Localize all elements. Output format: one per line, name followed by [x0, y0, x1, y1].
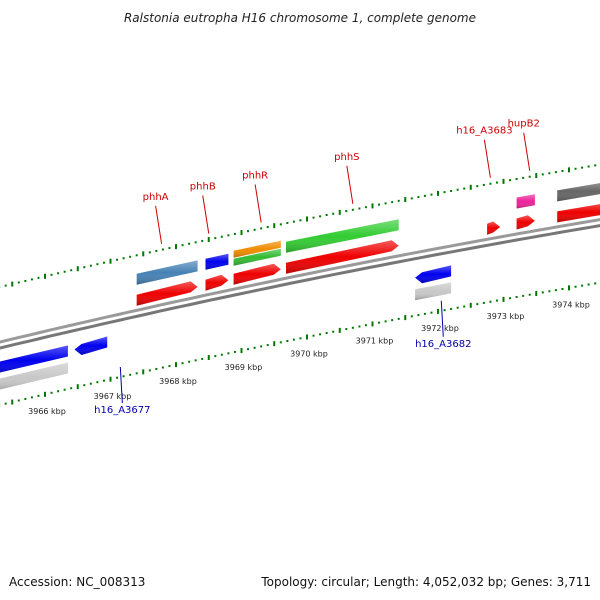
gene-label: h16_A3677 — [94, 405, 150, 416]
gene-label-leader — [155, 205, 163, 244]
accession-text: Accession: NC_008313 — [9, 575, 146, 589]
gene-label-leader — [119, 366, 123, 404]
gene-label: phhR — [242, 170, 268, 181]
tick-layer: 3966 kbp 3967 kbp 3968 kbp 3969 kbp 3970 kbp… — [0, 164, 597, 416]
ruler-label: 3971 kbp — [356, 337, 394, 346]
gene-label-leader — [523, 132, 531, 171]
h16_A3682-cds-shade — [415, 265, 452, 284]
phhS-gene-shade — [286, 219, 399, 253]
gene-label-leader — [483, 139, 491, 178]
phhA-cds-shade — [136, 281, 198, 306]
ruler-label: 3974 kbp — [552, 301, 590, 310]
gene-label-leader — [440, 300, 444, 337]
topology-text: Topology: circular; Length: 4,052,032 bp… — [261, 575, 591, 589]
hupB2-gene-shade — [516, 194, 535, 209]
ruler-label: 3968 kbp — [159, 377, 197, 386]
gene-label-leader — [202, 195, 210, 234]
backbone-layer — [0, 218, 600, 350]
phhR-gene-green-shade — [233, 248, 281, 266]
gene-label: h16_A3683 — [456, 126, 512, 137]
left-minus-gene-shade — [0, 362, 68, 390]
phhB-cds-shade — [205, 274, 229, 291]
ruler-label: 3973 kbp — [487, 312, 525, 321]
feature-layer — [0, 183, 600, 390]
h16_A3677-cds-shade — [74, 336, 108, 355]
backbone-band — [0, 224, 600, 350]
right-cds-shade — [557, 204, 600, 223]
ruler-label: 3969 kbp — [225, 363, 263, 372]
right-gene-shade — [557, 183, 600, 202]
hupB2-cds-shade — [516, 215, 535, 230]
ruler-label: 3966 kbp — [28, 407, 66, 416]
h16_A3683-cds-shade — [487, 221, 501, 235]
ruler-label: 3972 kbp — [421, 324, 459, 333]
gene-label: phhS — [334, 152, 359, 163]
map-title: Ralstonia eutropha H16 chromosome 1, com… — [123, 11, 477, 25]
phhR-cds-shade — [233, 263, 281, 285]
h16_A3682-gene-shade — [415, 282, 452, 301]
phhB-gene-shade — [205, 253, 229, 270]
phhS-cds-shade — [286, 240, 399, 274]
gene-label-leader — [346, 165, 354, 204]
ruler-label: 3967 kbp — [94, 392, 132, 401]
phhA-gene-shade — [136, 260, 198, 285]
gene-label: phhB — [190, 182, 216, 193]
ruler-label: 3970 kbp — [290, 350, 328, 359]
gene-label: hupB2 — [508, 119, 540, 130]
left-minus-cds-shade — [0, 345, 68, 373]
phhR-gene-orange-shade — [233, 240, 281, 258]
backbone-band — [0, 218, 600, 344]
gene-label: phhA — [143, 192, 169, 203]
gene-label-leader — [254, 184, 262, 223]
gene-label: h16_A3682 — [415, 339, 471, 350]
